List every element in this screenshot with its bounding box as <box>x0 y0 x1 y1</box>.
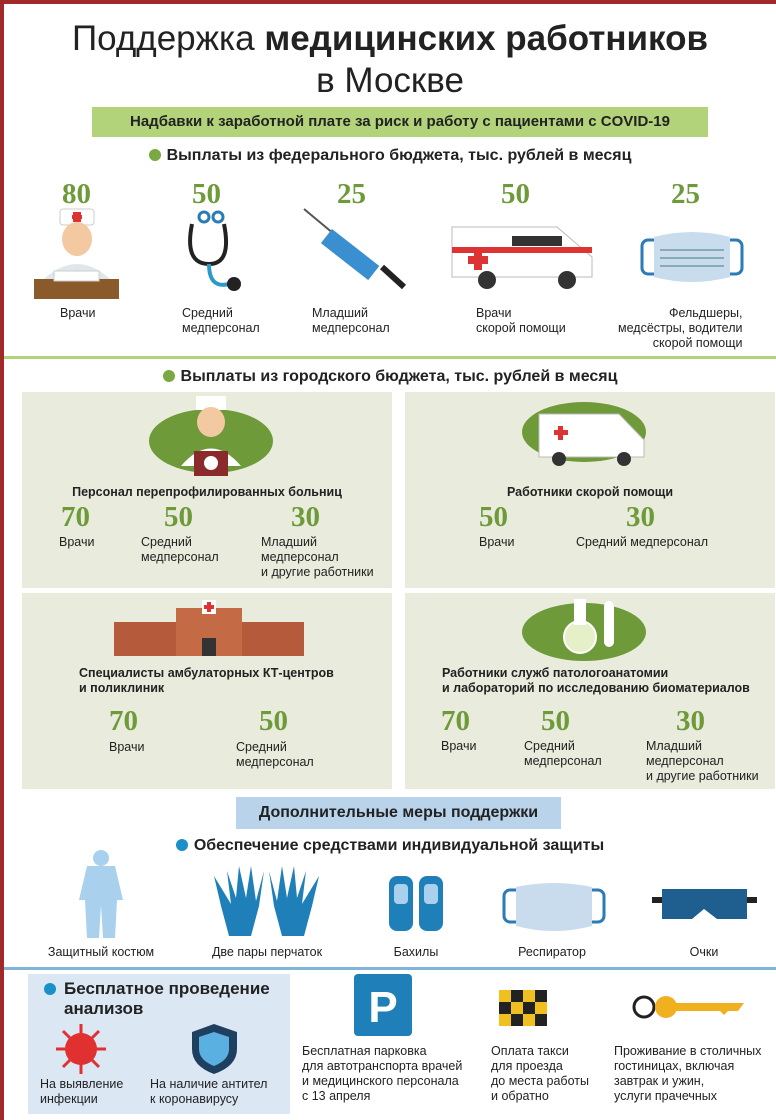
heading-text: Выплаты из городского бюджета, тыс. рубл… <box>181 368 618 385</box>
section-heading: Выплаты из федерального бюджета, тыс. ру… <box>4 147 776 165</box>
test-label: На наличие антител к коронавирусу <box>150 1077 267 1107</box>
label: Средний медперсонал <box>236 740 314 770</box>
gloves-icon <box>209 866 324 938</box>
parking-icon: P <box>354 974 412 1036</box>
heading-text: Бесплатное проведение анализов <box>44 979 270 1019</box>
bullet <box>44 983 56 995</box>
ambulance-icon <box>452 222 597 292</box>
heading-text: Выплаты из федерального бюджета, тыс. ру… <box>167 147 632 164</box>
value: 70 <box>109 706 138 736</box>
section-heading: Выплаты из городского бюджета, тыс. рубл… <box>4 368 776 386</box>
label: Врачи <box>109 740 144 755</box>
title-bold: медицинских работников <box>264 19 708 58</box>
label: Врачи <box>441 739 476 754</box>
label: Врачи <box>60 306 95 321</box>
value: 80 <box>62 179 91 209</box>
measure-label: Проживание в столичных гостиницах, включ… <box>614 1044 761 1104</box>
shield-icon <box>192 1024 237 1074</box>
value: 50 <box>501 179 530 209</box>
banner: Надбавки к заработной плате за риск и ра… <box>92 107 708 137</box>
divider <box>4 356 776 359</box>
label: Средний медперсонал <box>182 306 260 336</box>
ambulance-icon <box>524 402 654 472</box>
title-regular: Поддержка <box>72 19 255 58</box>
bullet <box>176 839 188 851</box>
ppe-label: Две пары перчаток <box>197 945 337 960</box>
respirator-icon <box>504 884 604 932</box>
label: Врачи скорой помощи <box>476 306 566 336</box>
group-title: Персонал перепрофилированных больниц <box>22 485 392 500</box>
value: 25 <box>337 179 366 209</box>
heading-text: Обеспечение средствами индивидуальной за… <box>194 837 604 854</box>
label: Врачи <box>59 535 94 550</box>
infographic: Поддержка медицинских работников в Москв… <box>0 0 776 1120</box>
value: 50 <box>164 502 193 532</box>
value: 70 <box>441 706 470 736</box>
key-icon <box>632 994 744 1020</box>
group-title: Специалисты амбулаторных КТ-центров и по… <box>79 666 379 696</box>
title-line2: в Москве <box>316 61 464 100</box>
building-icon <box>114 600 304 656</box>
value: 50 <box>192 179 221 209</box>
value: 50 <box>541 706 570 736</box>
suit-icon <box>79 850 124 938</box>
label: Средний медперсонал <box>524 739 602 769</box>
syringe-icon <box>304 209 409 294</box>
bullet <box>163 370 175 382</box>
value: 50 <box>259 706 288 736</box>
value: 70 <box>61 502 90 532</box>
label: Средний медперсонал <box>141 535 219 565</box>
ppe-label: Очки <box>634 945 774 960</box>
value: 30 <box>626 502 655 532</box>
label: Врачи <box>479 535 514 550</box>
ppe-label: Бахилы <box>346 945 486 960</box>
value: 50 <box>479 502 508 532</box>
ppe-label: Защитный костюм <box>31 945 171 960</box>
goggles-icon <box>652 889 757 929</box>
label: Младший медперсонал и другие работники <box>646 739 759 784</box>
doctor-icon <box>34 209 119 299</box>
value: 30 <box>676 706 705 736</box>
virus-icon <box>56 1024 106 1074</box>
label: Младший медперсонал и другие работники <box>261 535 374 580</box>
value: 30 <box>291 502 320 532</box>
label: Фельдшеры, медсёстры, водители скорой по… <box>618 306 742 351</box>
title: Поддержка медицинских работников в Москв… <box>4 18 776 102</box>
flask-icon <box>522 599 647 661</box>
measure-label: Оплата такси для проезда до места работы… <box>491 1044 589 1104</box>
mask-icon <box>642 232 742 282</box>
nurse-icon <box>149 396 274 478</box>
svg-text:P: P <box>368 983 397 1032</box>
banner: Дополнительные меры поддержки <box>236 797 561 829</box>
divider <box>4 967 776 970</box>
label: Средний медперсонал <box>576 535 708 550</box>
stethoscope-icon <box>184 209 244 299</box>
ppe-label: Респиратор <box>482 945 622 960</box>
label: Младший медперсонал <box>312 306 390 336</box>
shoe-covers-icon <box>389 876 444 931</box>
taxi-icon <box>499 990 549 1030</box>
value: 25 <box>671 179 700 209</box>
test-label: На выявление инфекции <box>40 1077 123 1107</box>
measure-label: Бесплатная парковка для автотранспорта в… <box>302 1044 462 1104</box>
group-title: Работники служб патологоанатомии и лабор… <box>442 666 772 696</box>
tests-heading: Бесплатное проведение анализов <box>44 979 270 1019</box>
bullet <box>149 149 161 161</box>
group-title: Работники скорой помощи <box>405 485 775 500</box>
